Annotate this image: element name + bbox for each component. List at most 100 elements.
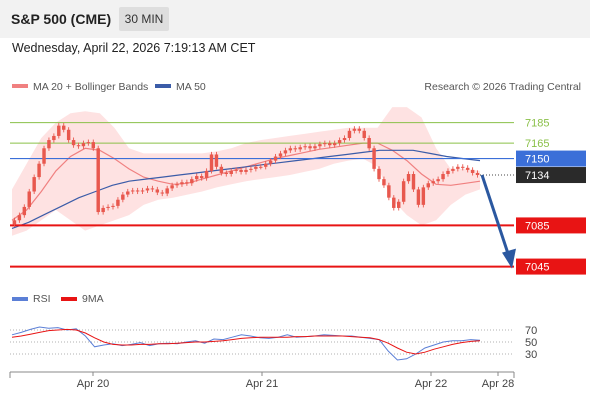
candle-body (111, 205, 115, 207)
rsi-line (11, 326, 481, 361)
candle-body (254, 166, 258, 169)
candle-body (416, 189, 421, 205)
candle-body (27, 191, 31, 207)
rsi-ma-legend-label: 9MA (82, 293, 104, 305)
candle-body (244, 169, 248, 172)
level-tag-7134 (516, 167, 586, 184)
moving-averages (11, 142, 481, 230)
candle-body (22, 206, 27, 216)
candle-body (337, 140, 342, 144)
candle-body (328, 143, 332, 146)
level-tag-7045 (516, 258, 586, 275)
level-label-7134: 7134 (525, 170, 549, 182)
candle-body (62, 125, 66, 130)
candle-body (101, 207, 105, 213)
candle-body (357, 128, 362, 131)
candle-body (47, 140, 51, 149)
candle-body (81, 143, 86, 147)
candle-body (352, 128, 357, 131)
instrument-title: S&P 500 (CME) (11, 11, 112, 27)
copyright-text: Research © 2026 Trading Central (424, 81, 581, 93)
candle-body (421, 187, 426, 205)
candle-body (195, 176, 199, 180)
candle-body (234, 169, 238, 171)
candle-body (135, 190, 140, 192)
candle-body (263, 163, 268, 167)
candle-body (470, 169, 475, 173)
level-label-7165: 7165 (525, 138, 549, 150)
x-tick-label: Apr 21 (246, 378, 278, 390)
candle-body (426, 183, 430, 188)
ma20-legend-label: MA 20 + Bollinger Bands (33, 81, 148, 93)
candle-body (451, 168, 455, 171)
x-tick-label: Apr 20 (77, 378, 109, 390)
candle-body (37, 163, 41, 178)
candle-body (155, 189, 160, 193)
candle-body (96, 148, 100, 213)
candle-body (57, 125, 61, 136)
candle-body (170, 185, 174, 189)
candle-body (273, 156, 278, 161)
forecast-arrow-head (502, 248, 516, 269)
candle-body (465, 167, 470, 170)
rsi-ma-line (11, 328, 481, 355)
candle-body (71, 140, 76, 146)
candle-body (401, 181, 406, 202)
candle-body (239, 169, 243, 172)
candle-body (441, 174, 445, 180)
rsi-tick-70: 70 (525, 325, 537, 337)
candle-body (456, 166, 460, 169)
candle-body (91, 142, 96, 149)
candle-body (126, 191, 130, 195)
candle-body (367, 138, 371, 149)
candle-body (106, 206, 110, 208)
candle-body (332, 143, 337, 146)
level-label-7085: 7085 (525, 220, 549, 232)
ma20-legend-swatch (12, 84, 28, 88)
candle-body (382, 179, 386, 186)
candle-body (17, 215, 22, 221)
level-label-7185: 7185 (525, 118, 549, 130)
candle-body (121, 194, 125, 200)
candle-body (204, 170, 209, 179)
candle-body (377, 168, 381, 180)
rsi-tick-50: 50 (525, 337, 537, 349)
candle-body (362, 130, 366, 138)
forecast-arrow (480, 174, 516, 269)
candle-body (165, 188, 169, 194)
candle-body (406, 174, 411, 182)
candle-body (396, 201, 401, 208)
rsi-legend-label: RSI (33, 293, 51, 305)
candle-body (190, 179, 194, 184)
level-tag-7150 (516, 150, 586, 167)
candle-body (76, 145, 81, 147)
candle-body (431, 181, 435, 184)
rsi-ma-legend-swatch (61, 297, 77, 301)
candle-body (86, 142, 91, 144)
candle-body (313, 146, 317, 149)
candle-body (475, 172, 480, 176)
rsi-legend-swatch (12, 297, 28, 301)
candle-body (303, 146, 307, 148)
rsi-tick-30: 30 (525, 349, 537, 361)
candle-body (298, 147, 302, 150)
candle-body (199, 176, 204, 179)
price-levels: 7185 7165 7150 7134 7085 7045 (10, 118, 586, 275)
candle-body (461, 166, 465, 168)
candle-body (446, 170, 450, 174)
forecast-arrow-shaft (480, 174, 511, 258)
report-datetime: Wednesday, April 22, 2026 7:19:13 AM CET (12, 41, 256, 55)
candle-body (229, 170, 233, 174)
chart-header (0, 0, 590, 38)
candle-body (185, 182, 189, 184)
candle-body (283, 150, 288, 154)
x-axis: Apr 20 Apr 21 Apr 22 Apr 28 (9, 371, 515, 390)
candle-body (278, 153, 283, 157)
ma50-line (11, 149, 481, 230)
candle-body (175, 184, 179, 186)
candle-body (32, 177, 36, 192)
timeframe-button[interactable]: 30 MIN (119, 7, 169, 31)
candle-body (219, 166, 224, 173)
